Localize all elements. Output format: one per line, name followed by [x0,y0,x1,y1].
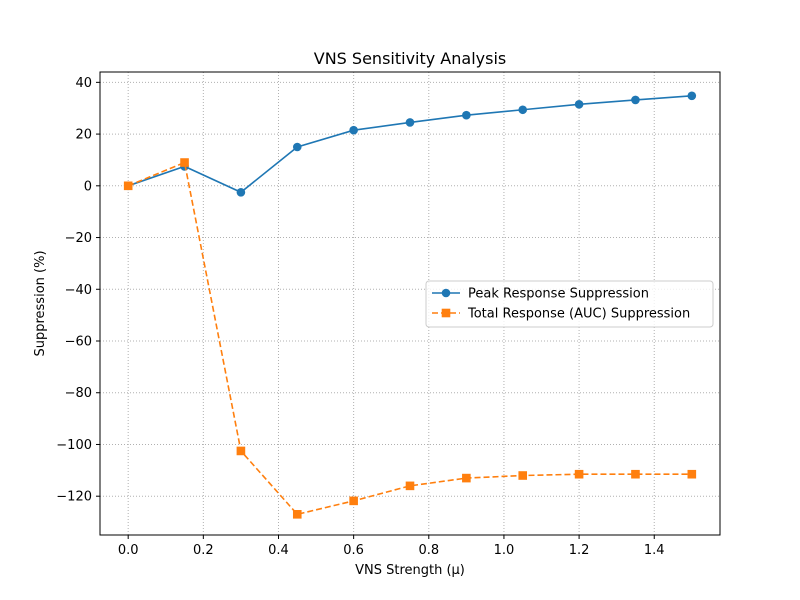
axis-ticks: 0.0 0.2 0.4 0.6 0.8 1.0 1.2 1.4 40 20 0 −20 −40 −60 −8… [56,76,664,558]
y-tick-label: −100 [56,438,92,453]
series-2-point [292,510,302,519]
x-axis-label: VNS Strength (μ) [355,563,465,578]
chart-title: VNS Sensitivity Analysis [314,49,506,68]
series-2-point [123,181,133,191]
legend-marker-2 [441,308,451,318]
series-1-point [631,95,640,105]
y-tick-label: −20 [65,231,92,246]
legend-box [425,280,714,328]
series-1-point [405,118,415,127]
x-tick-label: 1.2 [569,543,590,558]
y-tick-label: 40 [75,76,92,91]
x-tick-label: 0.8 [418,543,439,558]
series-2-point [574,469,584,479]
series-2-point [405,481,415,491]
y-tick-label: −60 [65,335,92,350]
series-1-point [462,110,471,120]
series-2-point [180,158,189,167]
legend-marker-1 [441,288,451,298]
series-2-point [631,469,640,479]
x-tick-label: 0.0 [118,543,139,558]
x-tick-label: 1.4 [644,543,665,558]
legend-label-1: Peak Response Suppression [468,287,649,302]
series-1-point [236,187,246,197]
series-group [123,91,697,519]
series-1-point [687,91,697,101]
series-line-1 [127,95,692,194]
series-2-point [236,446,246,456]
legend: Peak Response Suppression Total Response … [425,280,714,328]
series-2-point [462,473,471,483]
series-line-2 [127,161,692,516]
y-tick-label: 0 [84,179,92,194]
y-tick-label: −80 [65,386,92,401]
series-1-point [574,100,584,109]
y-tick-label: −120 [56,490,92,505]
y-axis-label: Suppression (%) [33,250,48,356]
x-tick-label: 1.0 [494,543,515,558]
x-tick-label: 0.2 [193,543,214,558]
plot-area-frame [99,71,721,536]
series-1-point [518,105,528,115]
y-tick-label: 20 [75,128,92,143]
x-tick-label: 0.6 [343,543,364,558]
y-tick-label: −40 [65,283,92,298]
series-1-point [292,142,302,152]
series-2-point [349,496,358,506]
series-2-point [518,471,528,480]
x-tick-label: 0.4 [268,543,289,558]
series-1-point [349,125,358,135]
series-2-point [687,469,697,479]
legend-label-2: Total Response (AUC) Suppression [467,307,690,322]
